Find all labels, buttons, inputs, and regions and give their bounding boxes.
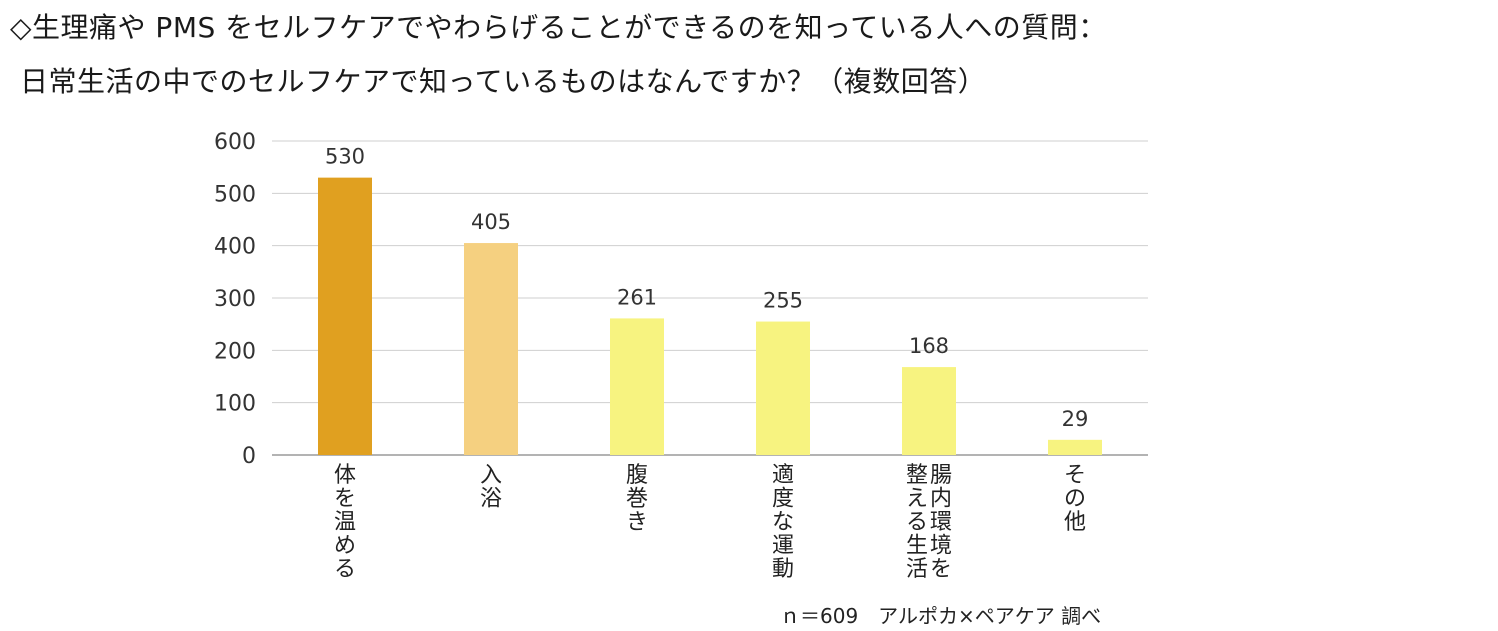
y-tick-label-400: 400 xyxy=(214,235,256,260)
x-category-label-2: 入浴 xyxy=(480,463,502,512)
svg-text:その他: その他 xyxy=(1064,463,1086,535)
svg-text:入浴: 入浴 xyxy=(480,463,502,512)
bar-5 xyxy=(902,367,956,455)
y-tick-label-300: 300 xyxy=(214,287,256,312)
svg-text:整える生活: 整える生活 xyxy=(906,463,928,582)
bar-4 xyxy=(756,321,810,455)
y-tick-label-0: 0 xyxy=(242,444,256,469)
y-tick-label-200: 200 xyxy=(214,339,256,364)
data-label-2: 405 xyxy=(471,210,511,234)
svg-text:体を温める: 体を温める xyxy=(334,463,356,582)
svg-text:適度な運動: 適度な運動 xyxy=(772,463,794,582)
data-label-1: 530 xyxy=(325,145,365,169)
y-tick-label-600: 600 xyxy=(214,130,256,155)
data-label-4: 255 xyxy=(763,289,803,313)
bar-6 xyxy=(1048,439,1102,455)
y-tick-label-100: 100 xyxy=(214,392,256,417)
x-category-label-3: 腹巻き xyxy=(626,463,648,535)
bar-2 xyxy=(464,243,518,455)
bar-1 xyxy=(318,177,372,455)
svg-text:腹巻き: 腹巻き xyxy=(626,463,648,535)
chart-title-line-1: ◇生理痛や PMS をセルフケアでやわらげることができるのを知っている人への質問… xyxy=(10,11,1107,44)
y-tick-label-500: 500 xyxy=(214,182,256,207)
bar-3 xyxy=(610,318,664,455)
x-category-label-4: 適度な運動 xyxy=(772,463,794,582)
x-category-label-6: その他 xyxy=(1064,463,1086,535)
source-credit: ｎ＝609 アルポカ×ペアケア 調べ xyxy=(780,604,1102,628)
svg-text:腸内環境を: 腸内環境を xyxy=(930,463,952,582)
data-label-3: 261 xyxy=(617,285,657,309)
chart-title-line-2: 日常生活の中でのセルフケアで知っているものはなんですか？（複数回答） xyxy=(20,65,987,98)
x-category-label-1: 体を温める xyxy=(334,463,356,582)
data-label-5: 168 xyxy=(909,334,949,358)
data-label-6: 29 xyxy=(1062,407,1089,431)
